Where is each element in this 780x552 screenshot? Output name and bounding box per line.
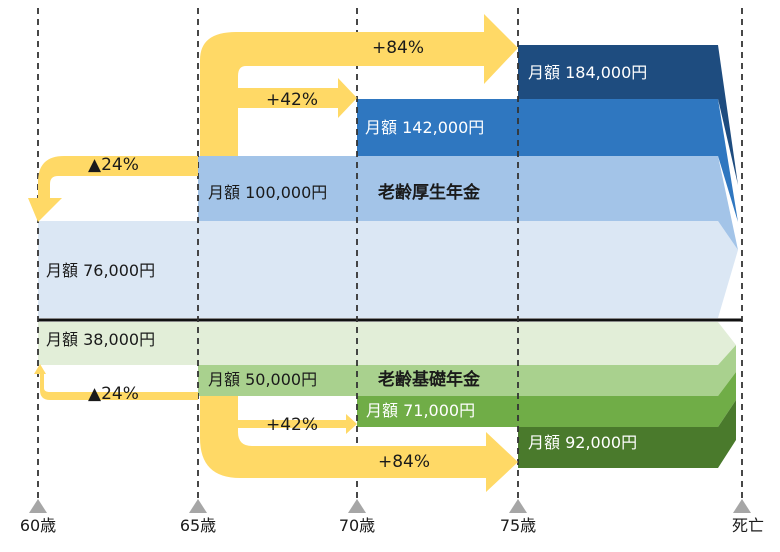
- kosei-band-100k: [198, 156, 738, 250]
- arrow-lower-42: [238, 414, 357, 434]
- change-upper-84: +84%: [372, 38, 425, 58]
- kosei-band-184k: [518, 45, 738, 185]
- kiso-band-38k: [38, 322, 736, 365]
- change-upper-24: ▲24%: [88, 155, 139, 175]
- kiso-amount-age70: 月額 71,000円: [366, 401, 476, 420]
- age-marker-70: [348, 499, 366, 513]
- arrow-lower-84: [200, 396, 518, 492]
- age-label-75: 75歳: [499, 516, 537, 535]
- kosei-amount-age60: 月額 76,000円: [46, 261, 156, 280]
- kiso-amount-age65: 月額 50,000円: [208, 370, 318, 389]
- change-lower-24: ▲24%: [88, 384, 139, 404]
- arrow-upper-84: [200, 14, 518, 156]
- kosei-title: 老齢厚生年金: [378, 183, 480, 203]
- age-label-70: 70歳: [338, 516, 376, 535]
- age-marker-death: [733, 499, 751, 513]
- change-upper-42: +42%: [266, 90, 319, 110]
- kosei-amount-age65: 月額 100,000円: [208, 183, 328, 202]
- kosei-amount-age70: 月額 142,000円: [365, 118, 485, 137]
- kosei-band-142k: [357, 99, 738, 222]
- kiso-band-71k: [357, 372, 736, 427]
- age-label-death: 死亡: [731, 516, 765, 535]
- kosei-band-76k: [38, 221, 738, 318]
- age-marker-65: [189, 499, 207, 513]
- change-lower-84: +84%: [378, 452, 431, 472]
- age-label-65: 65歳: [179, 516, 217, 535]
- kosei-amount-age75: 月額 184,000円: [528, 63, 648, 82]
- age-marker-75: [509, 499, 527, 513]
- kiso-amount-age75: 月額 92,000円: [528, 433, 638, 452]
- arrow-upper-24: [28, 156, 198, 222]
- kiso-amount-age60: 月額 38,000円: [46, 330, 156, 349]
- kiso-band-50k: [198, 345, 736, 396]
- change-lower-42: +42%: [266, 415, 319, 435]
- arrow-lower-24: [34, 364, 198, 400]
- kiso-title: 老齢基礎年金: [378, 370, 480, 390]
- arrow-upper-42: [238, 78, 357, 118]
- age-marker-60: [29, 499, 47, 513]
- kiso-band-92k: [518, 400, 736, 468]
- age-label-60: 60歳: [19, 516, 57, 535]
